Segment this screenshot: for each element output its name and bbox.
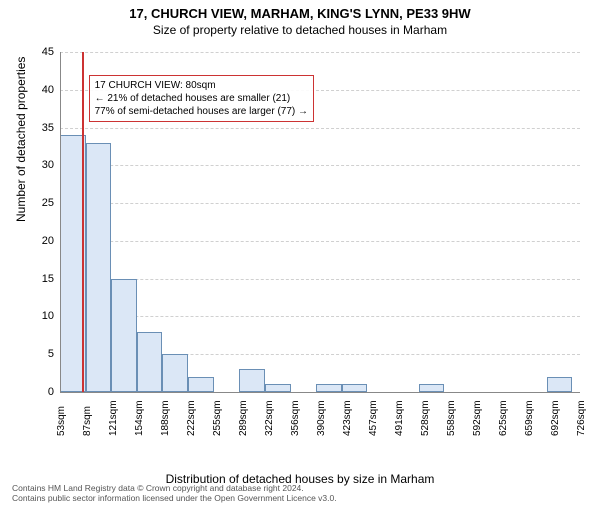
xtick-label: 558sqm: [446, 400, 457, 436]
xtick-label: 87sqm: [82, 406, 93, 436]
histogram-bar: [86, 143, 112, 392]
gridline: [60, 279, 580, 280]
xtick-label: 356sqm: [290, 400, 301, 436]
xtick-label: 322sqm: [264, 400, 275, 436]
gridline: [60, 203, 580, 204]
ytick-label: 10: [24, 310, 54, 322]
plot-wrap: 17 CHURCH VIEW: 80sqm ← 21% of detached …: [60, 52, 580, 440]
info-box-line1: 17 CHURCH VIEW: 80sqm: [95, 79, 308, 92]
xtick-label: 154sqm: [134, 400, 145, 436]
histogram-bar: [162, 354, 188, 392]
info-box-line2: ← 21% of detached houses are smaller (21…: [95, 92, 308, 105]
attribution: Contains HM Land Registry data © Crown c…: [12, 484, 337, 504]
xtick-label: 121sqm: [108, 400, 119, 436]
histogram-bar: [188, 377, 214, 392]
chart-title-address: 17, CHURCH VIEW, MARHAM, KING'S LYNN, PE…: [0, 6, 600, 21]
x-axis-line: [60, 392, 580, 393]
xtick-label: 390sqm: [316, 400, 327, 436]
xtick-label: 423sqm: [342, 400, 353, 436]
ytick-label: 25: [24, 197, 54, 209]
gridline: [60, 241, 580, 242]
xtick-label: 528sqm: [420, 400, 431, 436]
xtick-label: 726sqm: [576, 400, 587, 436]
xtick-label: 625sqm: [498, 400, 509, 436]
histogram-bar: [137, 332, 163, 392]
gridline: [60, 316, 580, 317]
ytick-label: 45: [24, 46, 54, 58]
xtick-label: 188sqm: [160, 400, 171, 436]
histogram-bar: [419, 384, 445, 392]
histogram-bar: [316, 384, 342, 392]
info-box: 17 CHURCH VIEW: 80sqm ← 21% of detached …: [89, 75, 314, 122]
histogram-bar: [342, 384, 368, 392]
xtick-label: 659sqm: [524, 400, 535, 436]
ytick-label: 35: [24, 122, 54, 134]
gridline: [60, 128, 580, 129]
gridline: [60, 165, 580, 166]
xtick-label: 692sqm: [550, 400, 561, 436]
xtick-label: 53sqm: [56, 406, 67, 436]
ytick-label: 40: [24, 84, 54, 96]
ytick-label: 30: [24, 159, 54, 171]
ytick-label: 0: [24, 386, 54, 398]
histogram-bar: [111, 279, 137, 392]
xtick-label: 457sqm: [368, 400, 379, 436]
xtick-label: 255sqm: [212, 400, 223, 436]
info-box-line3: 77% of semi-detached houses are larger (…: [95, 105, 308, 118]
histogram-bar: [265, 384, 291, 392]
xtick-label: 592sqm: [472, 400, 483, 436]
y-axis-line: [60, 52, 61, 392]
xtick-label: 222sqm: [186, 400, 197, 436]
attribution-line2: Contains public sector information licen…: [12, 494, 337, 504]
xtick-label: 289sqm: [238, 400, 249, 436]
property-marker-line: [82, 52, 84, 392]
gridline: [60, 52, 580, 53]
plot-area: 17 CHURCH VIEW: 80sqm ← 21% of detached …: [60, 52, 580, 392]
chart-container: 17, CHURCH VIEW, MARHAM, KING'S LYNN, PE…: [0, 6, 600, 506]
ytick-label: 5: [24, 348, 54, 360]
ytick-label: 15: [24, 273, 54, 285]
xtick-label: 491sqm: [394, 400, 405, 436]
chart-title-caption: Size of property relative to detached ho…: [0, 23, 600, 37]
histogram-bar: [239, 369, 265, 392]
ytick-label: 20: [24, 235, 54, 247]
histogram-bar: [547, 377, 573, 392]
